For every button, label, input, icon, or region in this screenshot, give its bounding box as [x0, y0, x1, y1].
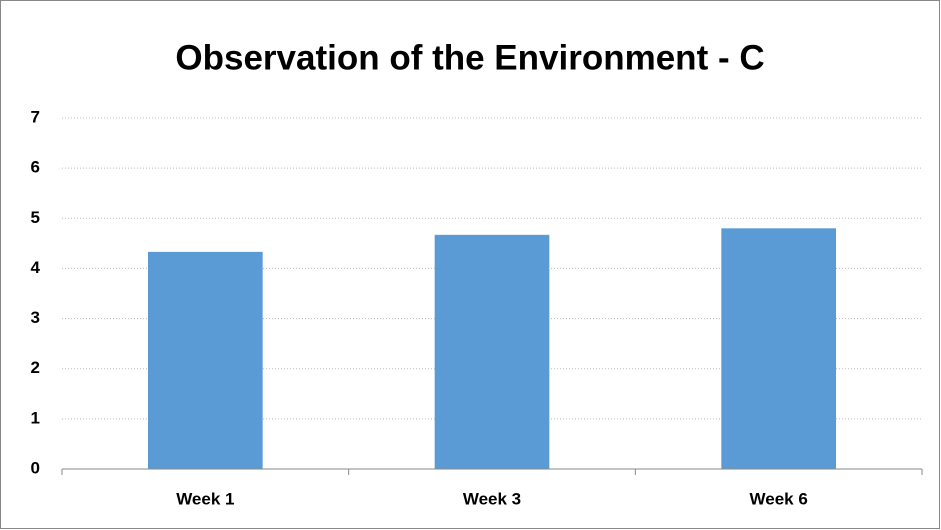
y-tick-label: 0	[31, 458, 40, 477]
y-tick-label: 5	[31, 208, 40, 227]
bar	[721, 228, 836, 469]
x-tick-label: Week 6	[750, 489, 808, 508]
y-tick-label: 4	[31, 258, 41, 277]
y-tick-label: 7	[31, 107, 40, 126]
bar	[148, 251, 263, 469]
y-tick-label: 3	[31, 308, 40, 327]
y-tick-label: 6	[31, 158, 40, 177]
y-tick-label: 2	[31, 358, 40, 377]
x-tick-label: Week 3	[463, 489, 521, 508]
bar	[434, 234, 550, 469]
x-tick-label: Week 1	[176, 489, 234, 508]
y-tick-label: 1	[31, 408, 40, 427]
chart-title: Observation of the Environment - C	[175, 38, 764, 77]
